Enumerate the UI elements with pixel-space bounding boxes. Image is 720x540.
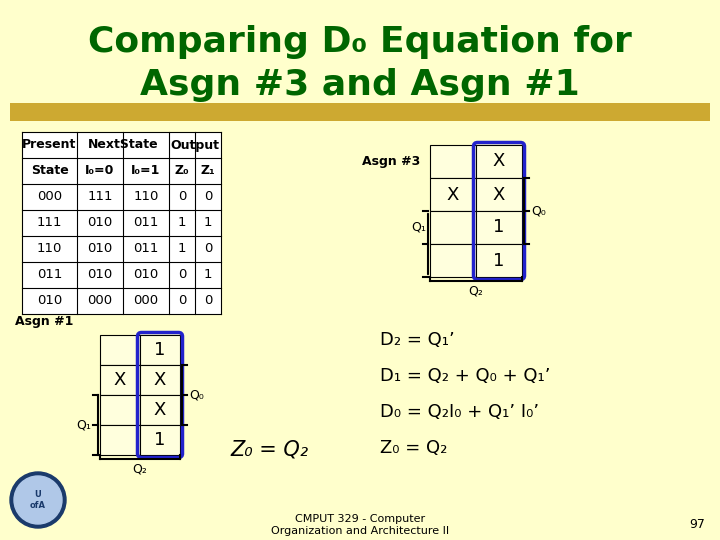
Text: 0: 0 — [204, 242, 212, 255]
Text: 1: 1 — [154, 431, 166, 449]
Text: 110: 110 — [37, 242, 62, 255]
Text: 1: 1 — [204, 268, 212, 281]
Text: 011: 011 — [37, 268, 62, 281]
Text: 1: 1 — [493, 252, 505, 269]
Text: Q₁: Q₁ — [411, 221, 426, 234]
Bar — [22, 132, 221, 314]
Text: U
ofA: U ofA — [30, 490, 46, 510]
Text: 000: 000 — [87, 294, 112, 307]
Text: 97: 97 — [689, 518, 705, 531]
Bar — [100, 395, 140, 425]
Text: I₀=1: I₀=1 — [131, 165, 161, 178]
Text: D₀ = Q₂I₀ + Q₁’ I₀’: D₀ = Q₂I₀ + Q₁’ I₀’ — [380, 403, 539, 421]
Bar — [100, 365, 140, 395]
Text: Q₀: Q₀ — [189, 388, 204, 402]
Bar — [140, 425, 180, 455]
Text: 1: 1 — [154, 341, 166, 359]
Text: CMPUT 329 - Computer
Organization and Architecture II: CMPUT 329 - Computer Organization and Ar… — [271, 514, 449, 536]
Text: Asgn #3 and Asgn #1: Asgn #3 and Asgn #1 — [140, 68, 580, 102]
Text: 0: 0 — [178, 268, 186, 281]
Text: 1: 1 — [204, 217, 212, 230]
Text: X: X — [154, 371, 166, 389]
Text: 000: 000 — [37, 191, 62, 204]
Bar — [140, 395, 180, 425]
Bar — [476, 145, 522, 178]
Text: 010: 010 — [87, 268, 112, 281]
FancyBboxPatch shape — [10, 103, 710, 121]
Text: X: X — [447, 186, 459, 204]
Text: 0: 0 — [204, 191, 212, 204]
Text: Z₁: Z₁ — [201, 165, 215, 178]
Text: D₁ = Q₂ + Q₀ + Q₁’: D₁ = Q₂ + Q₀ + Q₁’ — [380, 367, 551, 385]
Text: 011: 011 — [133, 242, 158, 255]
Text: State: State — [31, 165, 68, 178]
Text: 0: 0 — [178, 191, 186, 204]
Bar — [430, 211, 476, 244]
Text: Present: Present — [22, 138, 77, 152]
Text: NextState: NextState — [88, 138, 158, 152]
Text: X: X — [492, 152, 505, 171]
Text: Output: Output — [171, 138, 220, 152]
Text: X: X — [154, 401, 166, 419]
Text: Q₁: Q₁ — [76, 418, 91, 431]
Text: 010: 010 — [37, 294, 62, 307]
Bar — [140, 335, 180, 365]
Text: Z₀: Z₀ — [175, 165, 189, 178]
Bar — [476, 211, 522, 244]
Text: 010: 010 — [87, 242, 112, 255]
Text: 010: 010 — [133, 268, 158, 281]
Text: 0: 0 — [178, 294, 186, 307]
Circle shape — [10, 472, 66, 528]
Text: 0: 0 — [204, 294, 212, 307]
Bar — [140, 365, 180, 395]
Text: 110: 110 — [133, 191, 158, 204]
Text: 010: 010 — [87, 217, 112, 230]
Text: 1: 1 — [178, 217, 186, 230]
Bar — [476, 178, 522, 211]
Text: 111: 111 — [87, 191, 113, 204]
Text: Q₂: Q₂ — [132, 462, 148, 476]
Text: X: X — [492, 186, 505, 204]
Text: Z₀ = Q₂: Z₀ = Q₂ — [380, 439, 447, 457]
Text: Asgn #3: Asgn #3 — [361, 155, 420, 168]
Text: 1: 1 — [493, 219, 505, 237]
Bar — [100, 425, 140, 455]
Text: 000: 000 — [133, 294, 158, 307]
Bar — [100, 335, 140, 365]
Bar — [430, 178, 476, 211]
Text: Q₀: Q₀ — [531, 205, 546, 218]
Text: 011: 011 — [133, 217, 158, 230]
Text: Comparing D₀ Equation for: Comparing D₀ Equation for — [88, 25, 632, 59]
Text: 1: 1 — [178, 242, 186, 255]
Text: 111: 111 — [37, 217, 62, 230]
Text: Asgn #1: Asgn #1 — [15, 315, 73, 328]
Bar — [430, 244, 476, 277]
Circle shape — [14, 476, 62, 524]
Text: Z₀ = Q₂: Z₀ = Q₂ — [230, 439, 308, 459]
Bar — [476, 244, 522, 277]
Text: D₂ = Q₁’: D₂ = Q₁’ — [380, 331, 455, 349]
Text: X: X — [114, 371, 126, 389]
Text: I₀=0: I₀=0 — [85, 165, 114, 178]
Bar — [430, 145, 476, 178]
Text: Q₂: Q₂ — [469, 285, 483, 298]
